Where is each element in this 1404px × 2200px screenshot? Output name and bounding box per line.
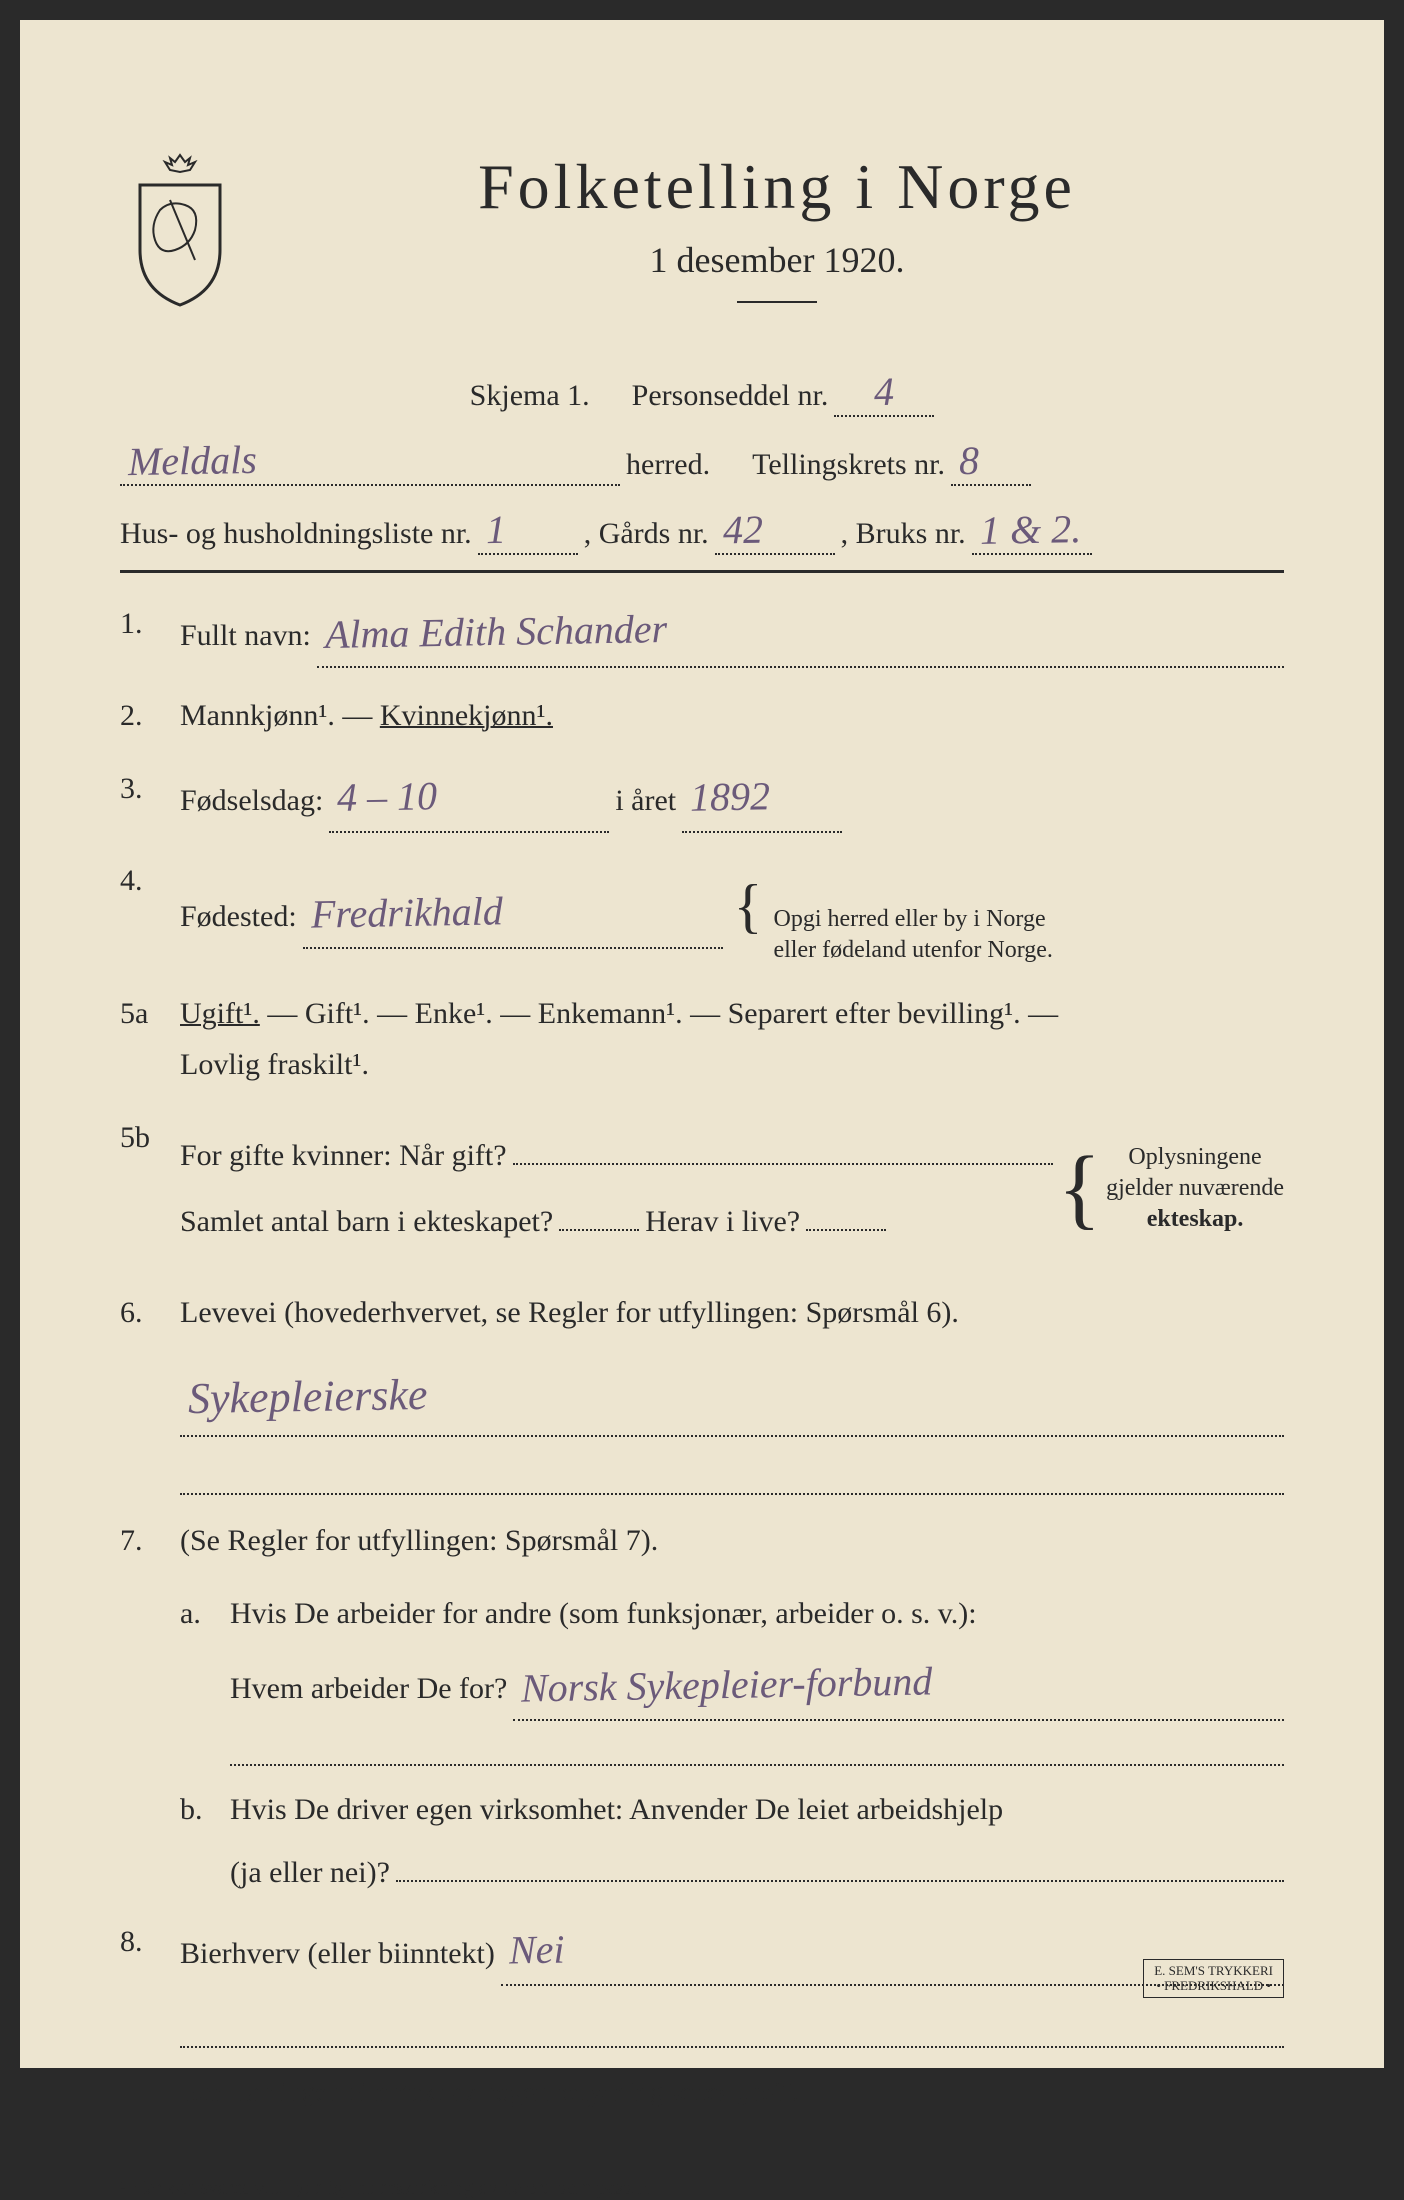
q7a-num: a. <box>180 1588 230 1766</box>
herred-label: herred. <box>626 448 710 482</box>
q4-label: Fødested: <box>180 891 297 942</box>
rule-1 <box>120 570 1284 573</box>
q4-row: 4. Fødested: Fredrikhald { Opgi herred e… <box>120 855 1284 966</box>
q5b-label2: Samlet antal barn i ekteskapet? <box>180 1196 553 1247</box>
printer-mark: E. SEM'S TRYKKERI • FREDRIKSHALD • <box>1143 1959 1284 1998</box>
q8-label: Bierhverv (eller biinntekt) <box>180 1928 495 1979</box>
bottom-note: Har man ingen biinntekt av nogen betydni… <box>180 2068 1284 2117</box>
title-block: Folketelling i Norge 1 desember 1920. <box>270 150 1284 328</box>
q7a-value: Norsk Sykepleier-forbund <box>521 1648 933 1723</box>
bruks-label: , Bruks nr. <box>841 517 966 551</box>
q4-note: Opgi herred eller by i Norge eller fødel… <box>773 904 1052 966</box>
personseddel-label: Personseddel nr. <box>632 379 829 413</box>
q3-num: 3. <box>120 763 180 833</box>
q5a-enke: — Enke¹. <box>377 997 493 1030</box>
q6-blank-line <box>180 1455 1284 1495</box>
rule-2 <box>120 2135 1284 2138</box>
q7-row: 7. (Se Regler for utfyllingen: Spørsmål … <box>120 1515 1284 1566</box>
bruks-value: 1 & 2. <box>979 505 1081 554</box>
footnote-text: ¹ Her kan svares ved tydelig underskrekn… <box>120 2177 650 2199</box>
title-rule <box>737 301 817 303</box>
q5a-fraskilt: Lovlig fraskilt¹. <box>180 1048 369 1081</box>
q1-value: Alma Edith Schander <box>324 595 667 669</box>
brace-icon-2: { <box>1058 1112 1101 1265</box>
q2-num: 2. <box>120 690 180 741</box>
q3-mid: i året <box>615 775 676 826</box>
skjema-line: Skjema 1. Personseddel nr. 4 <box>120 368 1284 417</box>
q7a-label2: Hvem arbeider De for? <box>230 1663 507 1714</box>
q5b-note: Oplysningene gjelder nuværende ekteskap. <box>1106 1142 1284 1236</box>
q7a-blank <box>230 1731 1284 1766</box>
brace-icon: { <box>734 855 763 957</box>
q7b-row: b. Hvis De driver egen virksomhet: Anven… <box>180 1784 1284 1898</box>
q8-value: Nei <box>508 1916 565 1985</box>
q8-num: 8. <box>120 1916 180 1986</box>
q8-row: 8. Bierhverv (eller biinntekt) Nei <box>120 1916 1284 1986</box>
q7b-num: b. <box>180 1784 230 1898</box>
q1-label: Fullt navn: <box>180 610 311 661</box>
main-title: Folketelling i Norge <box>270 150 1284 224</box>
q3-label: Fødselsdag: <box>180 775 323 826</box>
q1-num: 1. <box>120 598 180 668</box>
q5a-gift: — Gift¹. <box>267 997 369 1030</box>
q2-row: 2. Mannkjønn¹. — Kvinnekjønn¹. <box>120 690 1284 741</box>
q6-value-line: Sykepleierske <box>180 1360 1284 1437</box>
herred-line: Meldals herred. Tellingskrets nr. 8 <box>120 437 1284 486</box>
q5a-separert: — Separert efter bevilling¹. — <box>690 997 1058 1030</box>
husliste-line: Hus- og husholdningsliste nr. 1 , Gårds … <box>120 506 1284 555</box>
q7-num: 7. <box>120 1515 180 1566</box>
herred-value: Meldals <box>128 436 258 485</box>
q7-label: (Se Regler for utfyllingen: Spørsmål 7). <box>180 1515 1284 1566</box>
q5b-label1: For gifte kvinner: Når gift? <box>180 1130 507 1181</box>
coat-of-arms-icon <box>120 150 240 310</box>
q4-num: 4. <box>120 855 180 966</box>
q5a-num: 5a <box>120 988 180 1090</box>
husliste-label: Hus- og husholdningsliste nr. <box>120 517 472 551</box>
q2-kvinne: Kvinnekjønn¹. <box>380 699 553 732</box>
q2-mann: Mannkjønn¹. — <box>180 699 372 732</box>
husliste-value: 1 <box>485 506 506 553</box>
q5a-ugift: Ugift¹. <box>180 997 260 1030</box>
subtitle-date: 1 desember 1920. <box>270 239 1284 281</box>
q3-row: 3. Fødselsdag: 4 – 10 i året 1892 <box>120 763 1284 833</box>
q6-row: 6. Levevei (hovederhvervet, se Regler fo… <box>120 1287 1284 1338</box>
header: Folketelling i Norge 1 desember 1920. <box>120 150 1284 328</box>
q7b-label2: (ja eller nei)? <box>230 1847 390 1898</box>
footnote: ¹ Her kan svares ved tydelig underskrekn… <box>120 2168 1284 2200</box>
q5a-enkemann: — Enkemann¹. <box>500 997 682 1030</box>
skjema-label: Skjema 1. <box>470 379 590 413</box>
q6-num: 6. <box>120 1287 180 1338</box>
q6-label: Levevei (hovederhvervet, se Regler for u… <box>180 1287 1284 1338</box>
q7a-row: a. Hvis De arbeider for andre (som funks… <box>180 1588 1284 1766</box>
q7b-label1: Hvis De driver egen virksomhet: Anvender… <box>230 1784 1284 1835</box>
q3-day: 4 – 10 <box>337 762 438 832</box>
q7a-label1: Hvis De arbeider for andre (som funksjon… <box>230 1588 1284 1639</box>
gards-value: 42 <box>722 506 763 554</box>
q5a-row: 5a Ugift¹. — Gift¹. — Enke¹. — Enkemann¹… <box>120 988 1284 1090</box>
q1-row: 1. Fullt navn: Alma Edith Schander <box>120 598 1284 668</box>
q6-value: Sykepleierske <box>187 1358 428 1437</box>
krets-value: 8 <box>959 437 980 484</box>
q4-value: Fredrikhald <box>310 877 503 948</box>
q5b-label3: Herav i live? <box>645 1196 800 1247</box>
q5b-row: 5b For gifte kvinner: Når gift? Samlet a… <box>120 1112 1284 1265</box>
krets-label: Tellingskrets nr. <box>752 448 945 482</box>
personseddel-value: 4 <box>874 368 895 415</box>
gards-label: , Gårds nr. <box>584 517 709 551</box>
q5b-num: 5b <box>120 1112 180 1265</box>
q3-year: 1892 <box>690 762 771 831</box>
footnote-rule <box>120 2168 240 2169</box>
census-form-page: Folketelling i Norge 1 desember 1920. Sk… <box>20 20 1384 2068</box>
q8-blank-line <box>180 2008 1284 2048</box>
